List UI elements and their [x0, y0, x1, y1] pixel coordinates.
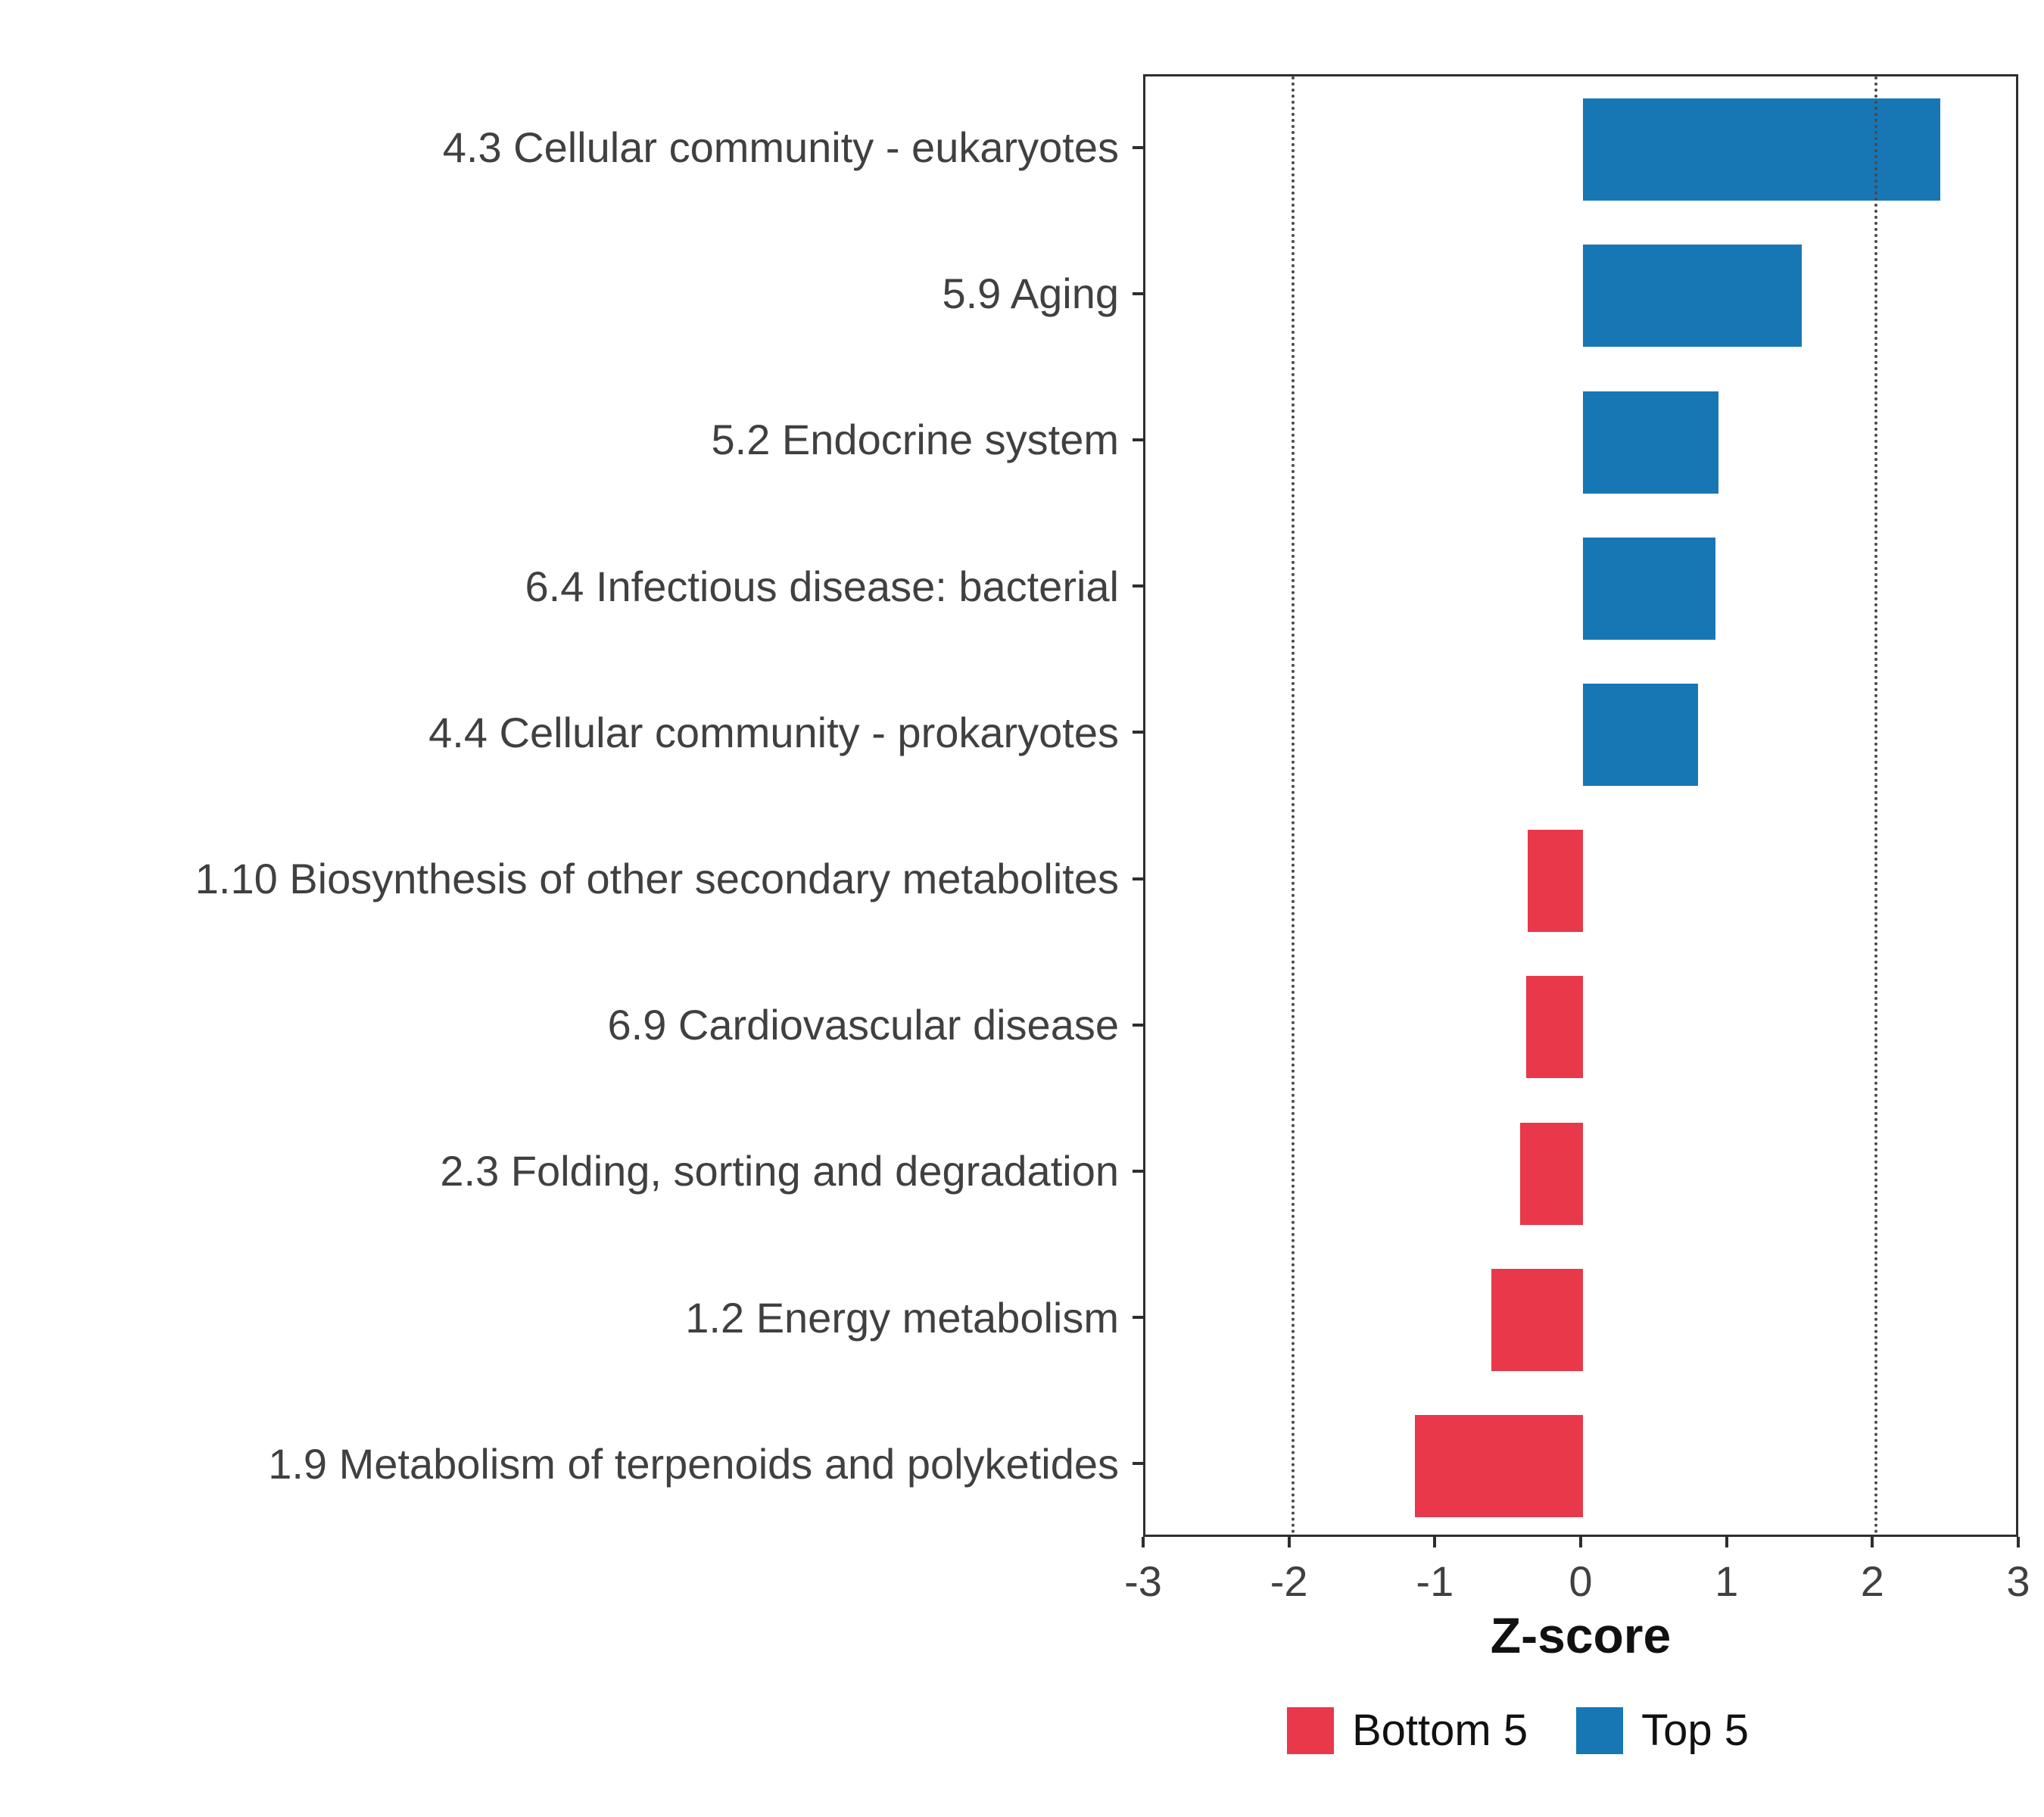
- x-axis-tick: [1871, 1537, 1874, 1547]
- legend: Bottom 5 Top 5: [992, 1705, 2044, 1756]
- y-axis-label: 6.9 Cardiovascular disease: [607, 1001, 1119, 1049]
- bar: [1527, 830, 1583, 933]
- y-axis-label: 2.3 Folding, sorting and degradation: [440, 1147, 1119, 1195]
- legend-swatch: [1576, 1706, 1624, 1754]
- x-axis-tick-label: 2: [1860, 1557, 1884, 1605]
- y-axis-label: 1.9 Metabolism of terpenoids and polyket…: [268, 1439, 1119, 1488]
- legend-label: Top 5: [1641, 1706, 1749, 1755]
- reference-line--2: [1291, 76, 1295, 1535]
- x-axis-tick: [2017, 1537, 2020, 1547]
- x-axis-tick-label: 0: [1569, 1557, 1593, 1605]
- legend-swatch: [1286, 1706, 1334, 1754]
- reference-line-2: [1874, 76, 1878, 1535]
- bar: [1415, 1414, 1583, 1517]
- bar: [1583, 391, 1719, 494]
- x-axis-tick: [1579, 1537, 1582, 1547]
- bar: [1525, 976, 1583, 1079]
- y-axis-label: 6.4 Infectious disease: bacterial: [525, 562, 1119, 610]
- y-axis-tick: [1133, 1316, 1143, 1320]
- y-axis-tick: [1133, 877, 1143, 880]
- y-axis-tick: [1133, 438, 1143, 441]
- legend-item-top-5: Top 5: [1576, 1705, 1749, 1756]
- x-axis-title: Z-score: [1490, 1607, 1672, 1663]
- y-axis-label: 4.4 Cellular community - prokaryotes: [428, 708, 1119, 756]
- y-axis-label: 5.2 Endocrine system: [711, 416, 1119, 464]
- x-axis-tick-label: -2: [1270, 1557, 1308, 1605]
- x-axis-tick: [1287, 1537, 1291, 1547]
- y-axis-tick: [1133, 145, 1143, 149]
- bar: [1520, 1122, 1583, 1225]
- x-axis-tick: [1433, 1537, 1437, 1547]
- y-axis-tick: [1133, 1170, 1143, 1173]
- plot-panel: [1143, 74, 2018, 1537]
- bar: [1491, 1268, 1583, 1371]
- y-axis-tick: [1133, 291, 1143, 295]
- bar: [1583, 245, 1802, 348]
- legend-label: Bottom 5: [1351, 1706, 1528, 1755]
- bar: [1583, 537, 1716, 640]
- y-axis-tick: [1133, 1462, 1143, 1466]
- x-axis-tick-label: -3: [1124, 1557, 1162, 1605]
- y-axis-label: 4.3 Cellular community - eukaryotes: [442, 123, 1119, 172]
- x-axis-tick-label: 3: [2006, 1557, 2030, 1605]
- y-axis-label: 1.10 Biosynthesis of other secondary met…: [195, 855, 1119, 903]
- y-axis-label: 5.9 Aging: [942, 270, 1119, 318]
- y-axis-label: 1.2 Energy metabolism: [685, 1293, 1119, 1342]
- x-axis-tick: [1725, 1537, 1728, 1547]
- y-axis-tick: [1133, 731, 1143, 734]
- x-axis: -3 -2 -1 0 1 2 3: [1124, 1537, 2030, 1628]
- legend-item-bottom-5: Bottom 5: [1286, 1705, 1528, 1756]
- bar: [1583, 98, 1941, 201]
- bar: [1583, 683, 1699, 786]
- y-axis-tick: [1133, 1023, 1143, 1027]
- x-axis-tick: [1142, 1537, 1145, 1547]
- y-axis-tick: [1133, 584, 1143, 588]
- x-axis-tick-label: -1: [1416, 1557, 1454, 1605]
- x-axis-tick-label: 1: [1715, 1557, 1739, 1605]
